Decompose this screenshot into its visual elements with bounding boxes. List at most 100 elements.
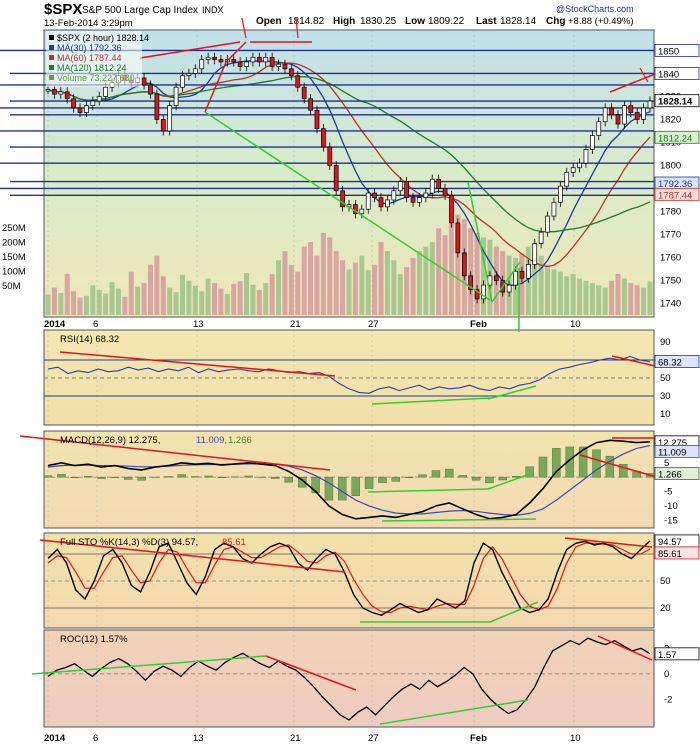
candle-up bbox=[173, 86, 179, 106]
legend-entry: MA(120) 1812.24 bbox=[57, 63, 127, 73]
rsi-support-trendline bbox=[371, 397, 491, 405]
macd-histogram-bar bbox=[458, 475, 467, 478]
candle-down bbox=[615, 114, 621, 125]
macd-histogram-bar bbox=[204, 475, 213, 478]
rsi-label: RSI(14) 68.32 bbox=[60, 334, 119, 345]
volume-bar bbox=[416, 251, 422, 315]
candle-down bbox=[340, 190, 345, 208]
candle-up bbox=[429, 178, 435, 194]
macd-histogram-bar bbox=[605, 455, 615, 478]
candle-down bbox=[442, 188, 448, 196]
low-label: Low bbox=[405, 16, 425, 27]
roc-label: ROC(12) 1.57% bbox=[60, 634, 128, 645]
price-tick-label: 1800 bbox=[660, 160, 681, 171]
volume-tick-label: 100M bbox=[2, 267, 26, 278]
volume-bar bbox=[340, 260, 346, 315]
candle-down bbox=[71, 98, 76, 109]
volume-bar bbox=[186, 280, 192, 315]
candle-up bbox=[90, 100, 96, 106]
candle-up bbox=[84, 105, 89, 113]
price-tag-text: 1787.44 bbox=[658, 190, 692, 201]
legend-box bbox=[46, 31, 142, 87]
support-resistance-lines bbox=[0, 49, 654, 197]
candle-up bbox=[205, 56, 211, 60]
volume-bar bbox=[147, 264, 153, 315]
volume-bar bbox=[77, 297, 83, 315]
macd-histogram-bar bbox=[418, 474, 427, 478]
volume-bar bbox=[288, 264, 294, 315]
arrow-annotation bbox=[241, 17, 247, 39]
volume-bar bbox=[109, 282, 115, 315]
macd-histogram-bar bbox=[271, 476, 280, 479]
candle-up bbox=[641, 107, 646, 120]
volume-bar bbox=[641, 287, 647, 315]
volume-bar bbox=[314, 255, 320, 315]
roc-tag-box bbox=[654, 647, 700, 661]
volume-bar bbox=[154, 255, 160, 315]
support-trendline bbox=[467, 181, 493, 303]
candle-up bbox=[557, 185, 563, 203]
rsi-panel bbox=[43, 329, 655, 426]
volume-bar bbox=[256, 289, 262, 315]
price-tag-box bbox=[654, 67, 700, 80]
candle-down bbox=[269, 56, 275, 67]
sto-label: Full STO %K(14,3) %D(3) 94.57, bbox=[60, 537, 198, 548]
volume-bar bbox=[423, 246, 429, 315]
sto-trendline bbox=[39, 539, 346, 573]
candle-up bbox=[103, 86, 108, 97]
volume-bar bbox=[583, 280, 589, 315]
legend-entry: $SPX (2 hour) 1828.14 bbox=[57, 33, 149, 43]
legend-swatch bbox=[49, 35, 54, 40]
volume-bar bbox=[557, 271, 563, 315]
price-tag-text: 1812.24 bbox=[658, 133, 692, 144]
candle-down bbox=[282, 63, 288, 70]
macd-trendline bbox=[19, 435, 331, 471]
volume-tick-label: 200M bbox=[2, 238, 26, 249]
rsi-tick-label: 50 bbox=[660, 373, 671, 384]
price-tag-text: 1850 bbox=[658, 46, 679, 57]
rsi-trendline bbox=[59, 351, 336, 377]
candle-down bbox=[455, 222, 461, 254]
volume-bar bbox=[352, 262, 358, 315]
candle-up bbox=[564, 171, 570, 187]
macd-histogram-bar bbox=[364, 476, 374, 489]
macd-histogram-bar bbox=[164, 476, 173, 478]
sto-tag-text: 94.57 bbox=[658, 537, 682, 548]
candle-down bbox=[609, 107, 614, 116]
support-trendline bbox=[204, 111, 491, 301]
legend-entry: Volume 73,227,680 bbox=[57, 73, 135, 83]
macd-histogram-bar bbox=[338, 476, 347, 501]
candle-up bbox=[583, 148, 589, 164]
candle-up bbox=[545, 215, 550, 233]
macd-tag-text: 11.009 bbox=[658, 447, 686, 458]
x-tick-label: 10 bbox=[570, 319, 581, 330]
volume-bar bbox=[231, 283, 237, 315]
candle-down bbox=[295, 75, 301, 88]
macd-hist-label: 1.266 bbox=[228, 435, 252, 446]
support-trendline bbox=[491, 261, 521, 303]
macd-support-trendline bbox=[381, 518, 537, 522]
x-tick-label: Feb bbox=[470, 319, 487, 330]
candle-up bbox=[167, 105, 173, 132]
rsi-support-trendline bbox=[487, 385, 537, 400]
macd-tag-text: 12.275 bbox=[658, 438, 687, 449]
roc-tick-label: 0 bbox=[664, 669, 669, 680]
price-tag-box bbox=[654, 187, 700, 201]
volume-bar bbox=[83, 295, 89, 315]
volume-bar bbox=[615, 273, 621, 315]
candle-down bbox=[212, 56, 217, 60]
macd-tick-label: -5 bbox=[664, 487, 672, 498]
volume-bar bbox=[378, 241, 384, 315]
candle-down bbox=[237, 61, 243, 67]
price-tick-label: 1740 bbox=[660, 298, 681, 309]
volume-bar bbox=[532, 251, 538, 315]
volume-bar bbox=[602, 287, 608, 315]
macd-tag-box bbox=[654, 467, 700, 480]
macd-tick-label: -10 bbox=[664, 501, 678, 512]
volume-bar bbox=[103, 293, 109, 315]
macd-histogram-bar bbox=[391, 476, 401, 482]
volume-bar bbox=[634, 285, 640, 315]
candle-down bbox=[308, 98, 313, 111]
macd-signal-line bbox=[47, 444, 651, 517]
volume-bar bbox=[448, 223, 454, 315]
